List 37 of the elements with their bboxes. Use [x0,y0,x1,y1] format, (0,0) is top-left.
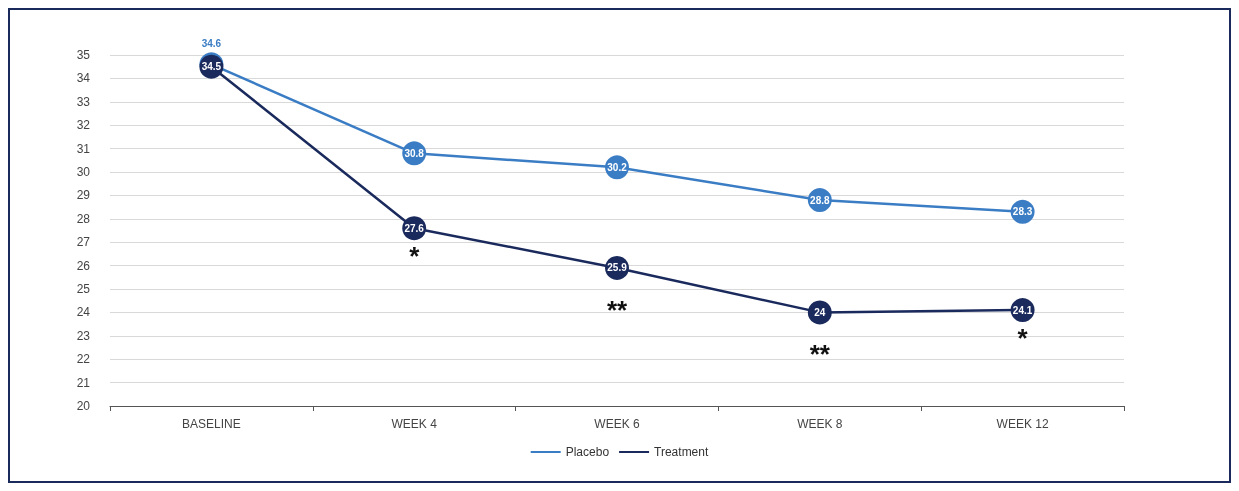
data-label: 34.5 [201,61,222,73]
data-label: 28.3 [1012,206,1033,218]
x-tick-label: WEEK 6 [594,417,640,431]
y-tick-label: 30 [76,165,91,179]
x-tick-label: WEEK 8 [797,417,843,431]
y-tick-label: 29 [76,188,91,203]
y-tick-label: 27 [76,235,91,250]
y-tick-label: 35 [76,48,91,62]
annotation: * [409,241,421,272]
data-label: 30.8 [404,147,425,159]
data-label: 34.6 [201,37,222,49]
data-label: 28.8 [810,194,830,206]
annotation: ** [606,294,628,325]
y-tick-label: 33 [76,94,91,109]
legend-label: Treatment [654,445,709,459]
y-tick-label: 21 [76,375,91,390]
x-tick-label: WEEK 12 [996,417,1049,431]
y-tick-label: 20 [76,399,91,413]
y-tick-label: 23 [76,328,91,343]
annotation: * [1017,323,1029,354]
y-tick-label: 24 [76,305,91,320]
y-tick-label: 26 [76,258,91,273]
data-label: 27.6 [404,222,425,234]
data-label: 24.1 [1012,304,1033,316]
legend-label: Placebo [565,445,610,459]
y-tick-label: 28 [76,211,91,226]
annotation: ** [809,339,831,370]
y-tick-label: 31 [76,141,91,156]
x-tick-label: WEEK 4 [391,417,438,431]
y-tick-label: 32 [76,118,91,133]
data-label: 24 [814,306,826,318]
y-tick-label: 25 [76,282,91,296]
data-label: 30.2 [607,161,628,173]
x-tick-label: BASELINE [182,417,241,431]
y-tick-label: 34 [76,71,91,86]
data-label: 25.9 [607,262,628,274]
y-tick-label: 22 [76,352,91,367]
